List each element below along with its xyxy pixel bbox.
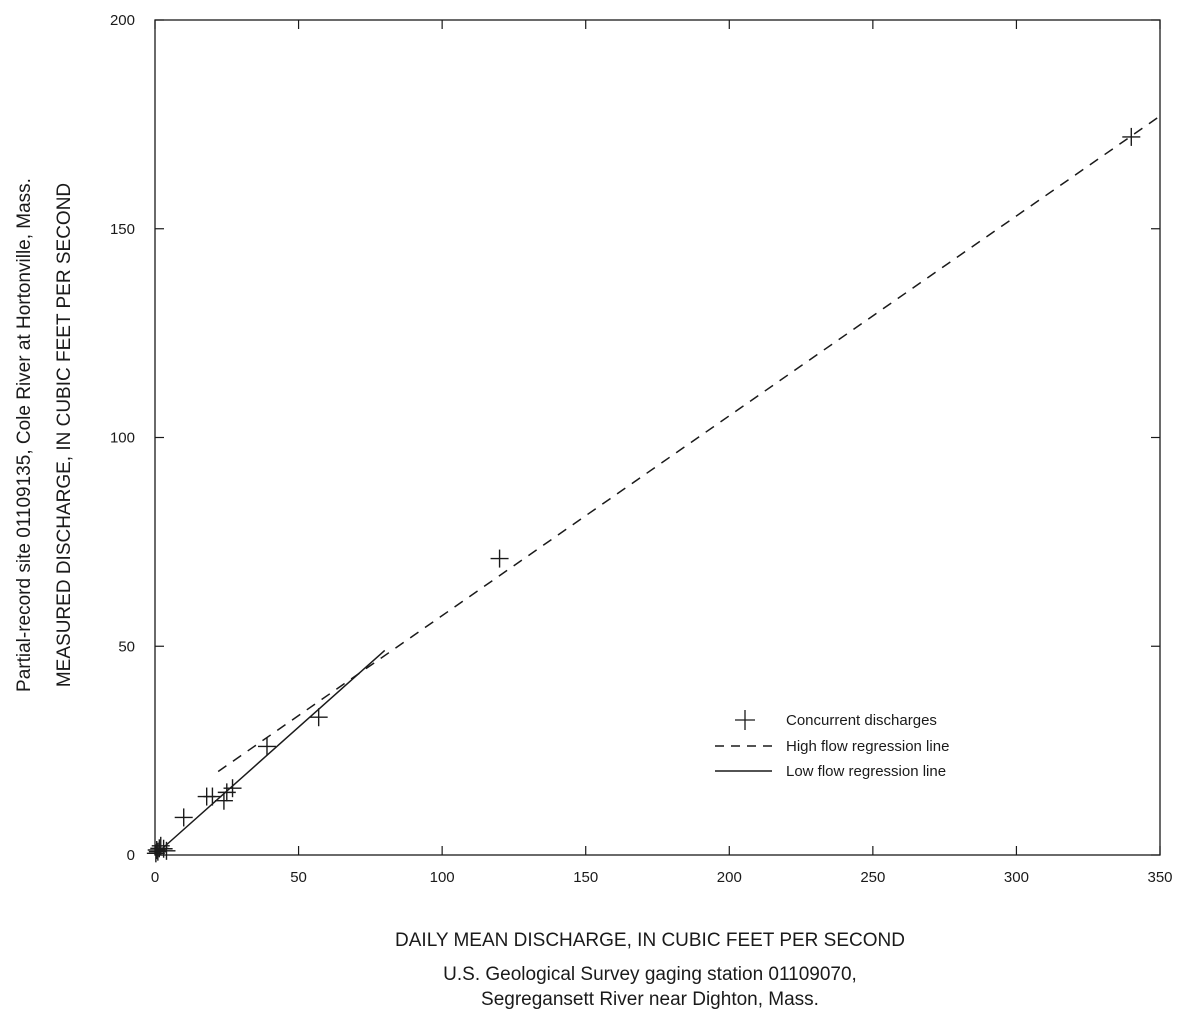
y-tick-label: 50 [118, 638, 135, 655]
data-point [203, 787, 222, 806]
data-point [1122, 127, 1141, 146]
data-point [223, 779, 242, 798]
legend-item-high-flow: High flow regression line [715, 738, 949, 755]
x-axis-subtitle-line-1: U.S. Geological Survey gaging station 01… [443, 964, 857, 985]
legend-item-concurrent: Concurrent discharges [735, 710, 937, 730]
x-tick-label: 300 [1004, 869, 1029, 886]
y-tick-label: 0 [127, 847, 135, 864]
x-tick-label: 100 [430, 869, 455, 886]
legend-item-low-flow: Low flow regression line [715, 763, 946, 780]
x-tick-label: 200 [717, 869, 742, 886]
x-tick-label: 150 [573, 869, 598, 886]
x-axis-subtitle-line-2: Segregansett River near Dighton, Mass. [481, 989, 819, 1010]
data-point [154, 839, 173, 858]
y-tick-label: 100 [110, 430, 135, 447]
plot-border [154, 19, 1161, 856]
legend-label-concurrent: Concurrent discharges [786, 712, 937, 729]
x-tick-label: 250 [860, 869, 885, 886]
data-point [309, 708, 328, 727]
y-tick-label: 200 [110, 12, 135, 29]
data-point [257, 737, 276, 756]
low-flow-regression-line [154, 649, 386, 856]
series-layer [154, 115, 1161, 856]
data-point [146, 844, 165, 863]
high-flow-regression-line [217, 115, 1161, 773]
legend-label-low-flow: Low flow regression line [786, 763, 946, 780]
x-tick-label: 50 [290, 869, 307, 886]
y-axis-title: MEASURED DISCHARGE, IN CUBIC FEET PER SE… [54, 183, 75, 687]
legend-label-high-flow: High flow regression line [786, 738, 949, 755]
data-point [174, 808, 193, 827]
data-points [146, 127, 1141, 863]
data-point [214, 791, 233, 810]
y-axis-subtitle: Partial-record site 01109135, Cole River… [14, 178, 35, 692]
data-point [147, 840, 166, 859]
axis-ticks: 0 50 100 150 200 250 300 350 0 50 100 150 200 [110, 12, 1173, 886]
data-point [490, 549, 509, 568]
y-tick-label: 150 [110, 221, 135, 238]
legend: Concurrent discharges High flow regressi… [715, 710, 949, 780]
plot-frame [154, 19, 1161, 856]
x-tick-label: 0 [151, 869, 159, 886]
data-point [157, 841, 176, 860]
x-axis-title: DAILY MEAN DISCHARGE, IN CUBIC FEET PER … [395, 930, 905, 951]
x-tick-label: 350 [1147, 869, 1172, 886]
